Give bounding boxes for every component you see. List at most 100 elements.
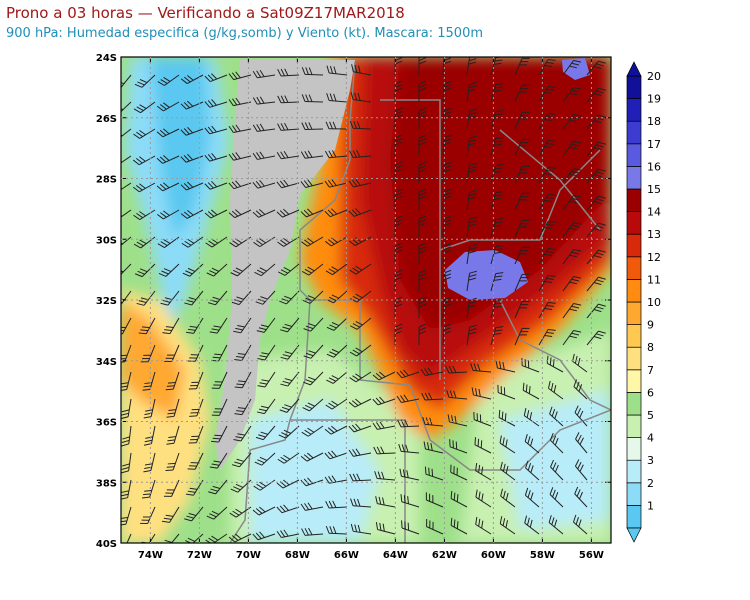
wind-barb [450, 464, 468, 481]
wind-barb [546, 355, 564, 373]
wind-barb [466, 135, 478, 157]
wind-barb [278, 425, 300, 439]
wind-barb [326, 371, 348, 384]
wind-barb [133, 128, 156, 139]
wind-barb [255, 290, 276, 305]
wind-barb [184, 506, 204, 522]
wind-barb [206, 506, 228, 520]
wind-barb [324, 150, 348, 159]
wind-barb [586, 87, 606, 103]
wind-barb [524, 434, 540, 454]
lon-label: 68W [285, 550, 310, 561]
colorbar-swatch [626, 346, 642, 371]
wind-barb [121, 155, 132, 167]
wind-barb [538, 166, 556, 184]
wind-barb [514, 219, 530, 238]
wind-barb [230, 263, 252, 277]
colorbar-label: 16 [647, 160, 661, 173]
wind-barb [302, 290, 324, 304]
wind-barb [514, 57, 530, 76]
colorbar-label: 17 [647, 138, 661, 151]
wind-barb [442, 188, 452, 211]
colorbar-label: 11 [647, 273, 661, 286]
lon-label: 74W [138, 550, 163, 561]
wind-barb [233, 425, 252, 442]
wind-barb [442, 161, 452, 184]
colorbar-swatch [626, 369, 642, 393]
colorbar-swatch [626, 233, 642, 258]
wind-barb [466, 297, 478, 319]
wind-barb [514, 246, 530, 265]
wind-barb [475, 516, 492, 535]
wind-barb [121, 398, 132, 420]
wind-barb [138, 317, 156, 335]
colorbar-label: 3 [647, 454, 654, 467]
wind-barb [252, 506, 276, 516]
wind-barb [257, 344, 276, 361]
wind-barb [121, 101, 132, 115]
wind-barb [449, 439, 468, 454]
wind-barb [421, 392, 444, 401]
wind-barb [189, 398, 204, 417]
colorbar-swatch [626, 188, 642, 212]
wind-barb [254, 263, 276, 277]
wind-barb [471, 387, 492, 400]
wind-barb [574, 405, 588, 427]
wind-barb [418, 323, 427, 346]
wind-barb [234, 398, 252, 416]
wind-barb [586, 60, 606, 76]
wind-barb [350, 523, 372, 535]
wind-barb [121, 344, 132, 363]
wind-barb [490, 164, 504, 184]
wind-barb [252, 96, 276, 105]
wind-barb [324, 425, 348, 435]
wind-barb [474, 437, 492, 454]
wind-barb [450, 490, 468, 508]
chart-subtitle: 900 hPa: Humedad especifica (g/kg,somb) … [6, 26, 484, 41]
wind-barb [156, 128, 180, 138]
wind-barb [180, 126, 204, 136]
wind-barb [184, 290, 204, 306]
wind-barb [211, 425, 228, 443]
wind-barb [234, 371, 252, 389]
wind-barbs [121, 57, 606, 543]
wind-barb [132, 155, 156, 166]
wind-barb [514, 300, 530, 319]
wind-barb [180, 181, 204, 191]
wind-barb [204, 99, 228, 108]
wind-barb [180, 74, 204, 84]
wind-barb [442, 296, 452, 319]
wind-barb [348, 178, 372, 188]
wind-barb [349, 120, 372, 130]
wind-barb [396, 369, 420, 379]
wind-barb [301, 122, 324, 131]
lon-label: 66W [334, 550, 359, 561]
wind-barb [180, 153, 204, 163]
wind-barb [121, 209, 132, 221]
colorbar-swatch [626, 256, 642, 280]
wind-barb [442, 215, 452, 238]
wind-barb [300, 502, 324, 511]
wind-barb [490, 245, 504, 265]
wind-barb [466, 270, 478, 292]
wind-barb [231, 290, 252, 306]
wind-barb [123, 533, 132, 543]
wind-barb [276, 150, 300, 160]
wind-barb [418, 161, 427, 184]
lat-label: 30S [96, 235, 117, 246]
wind-barb [206, 263, 228, 277]
wind-barb [521, 357, 540, 373]
wind-barb [473, 411, 492, 427]
wind-barb [574, 486, 588, 508]
wind-barb [156, 209, 180, 220]
wind-barb [450, 517, 468, 535]
wind-barb [466, 324, 478, 346]
colorbar-swatch [626, 414, 642, 438]
wind-barb [252, 531, 276, 541]
wind-barb [549, 487, 564, 508]
lon-label: 56W [579, 550, 604, 561]
wind-barb [187, 452, 204, 470]
wind-barb [134, 263, 156, 278]
wind-barb [548, 515, 564, 535]
wind-barb [466, 243, 478, 265]
